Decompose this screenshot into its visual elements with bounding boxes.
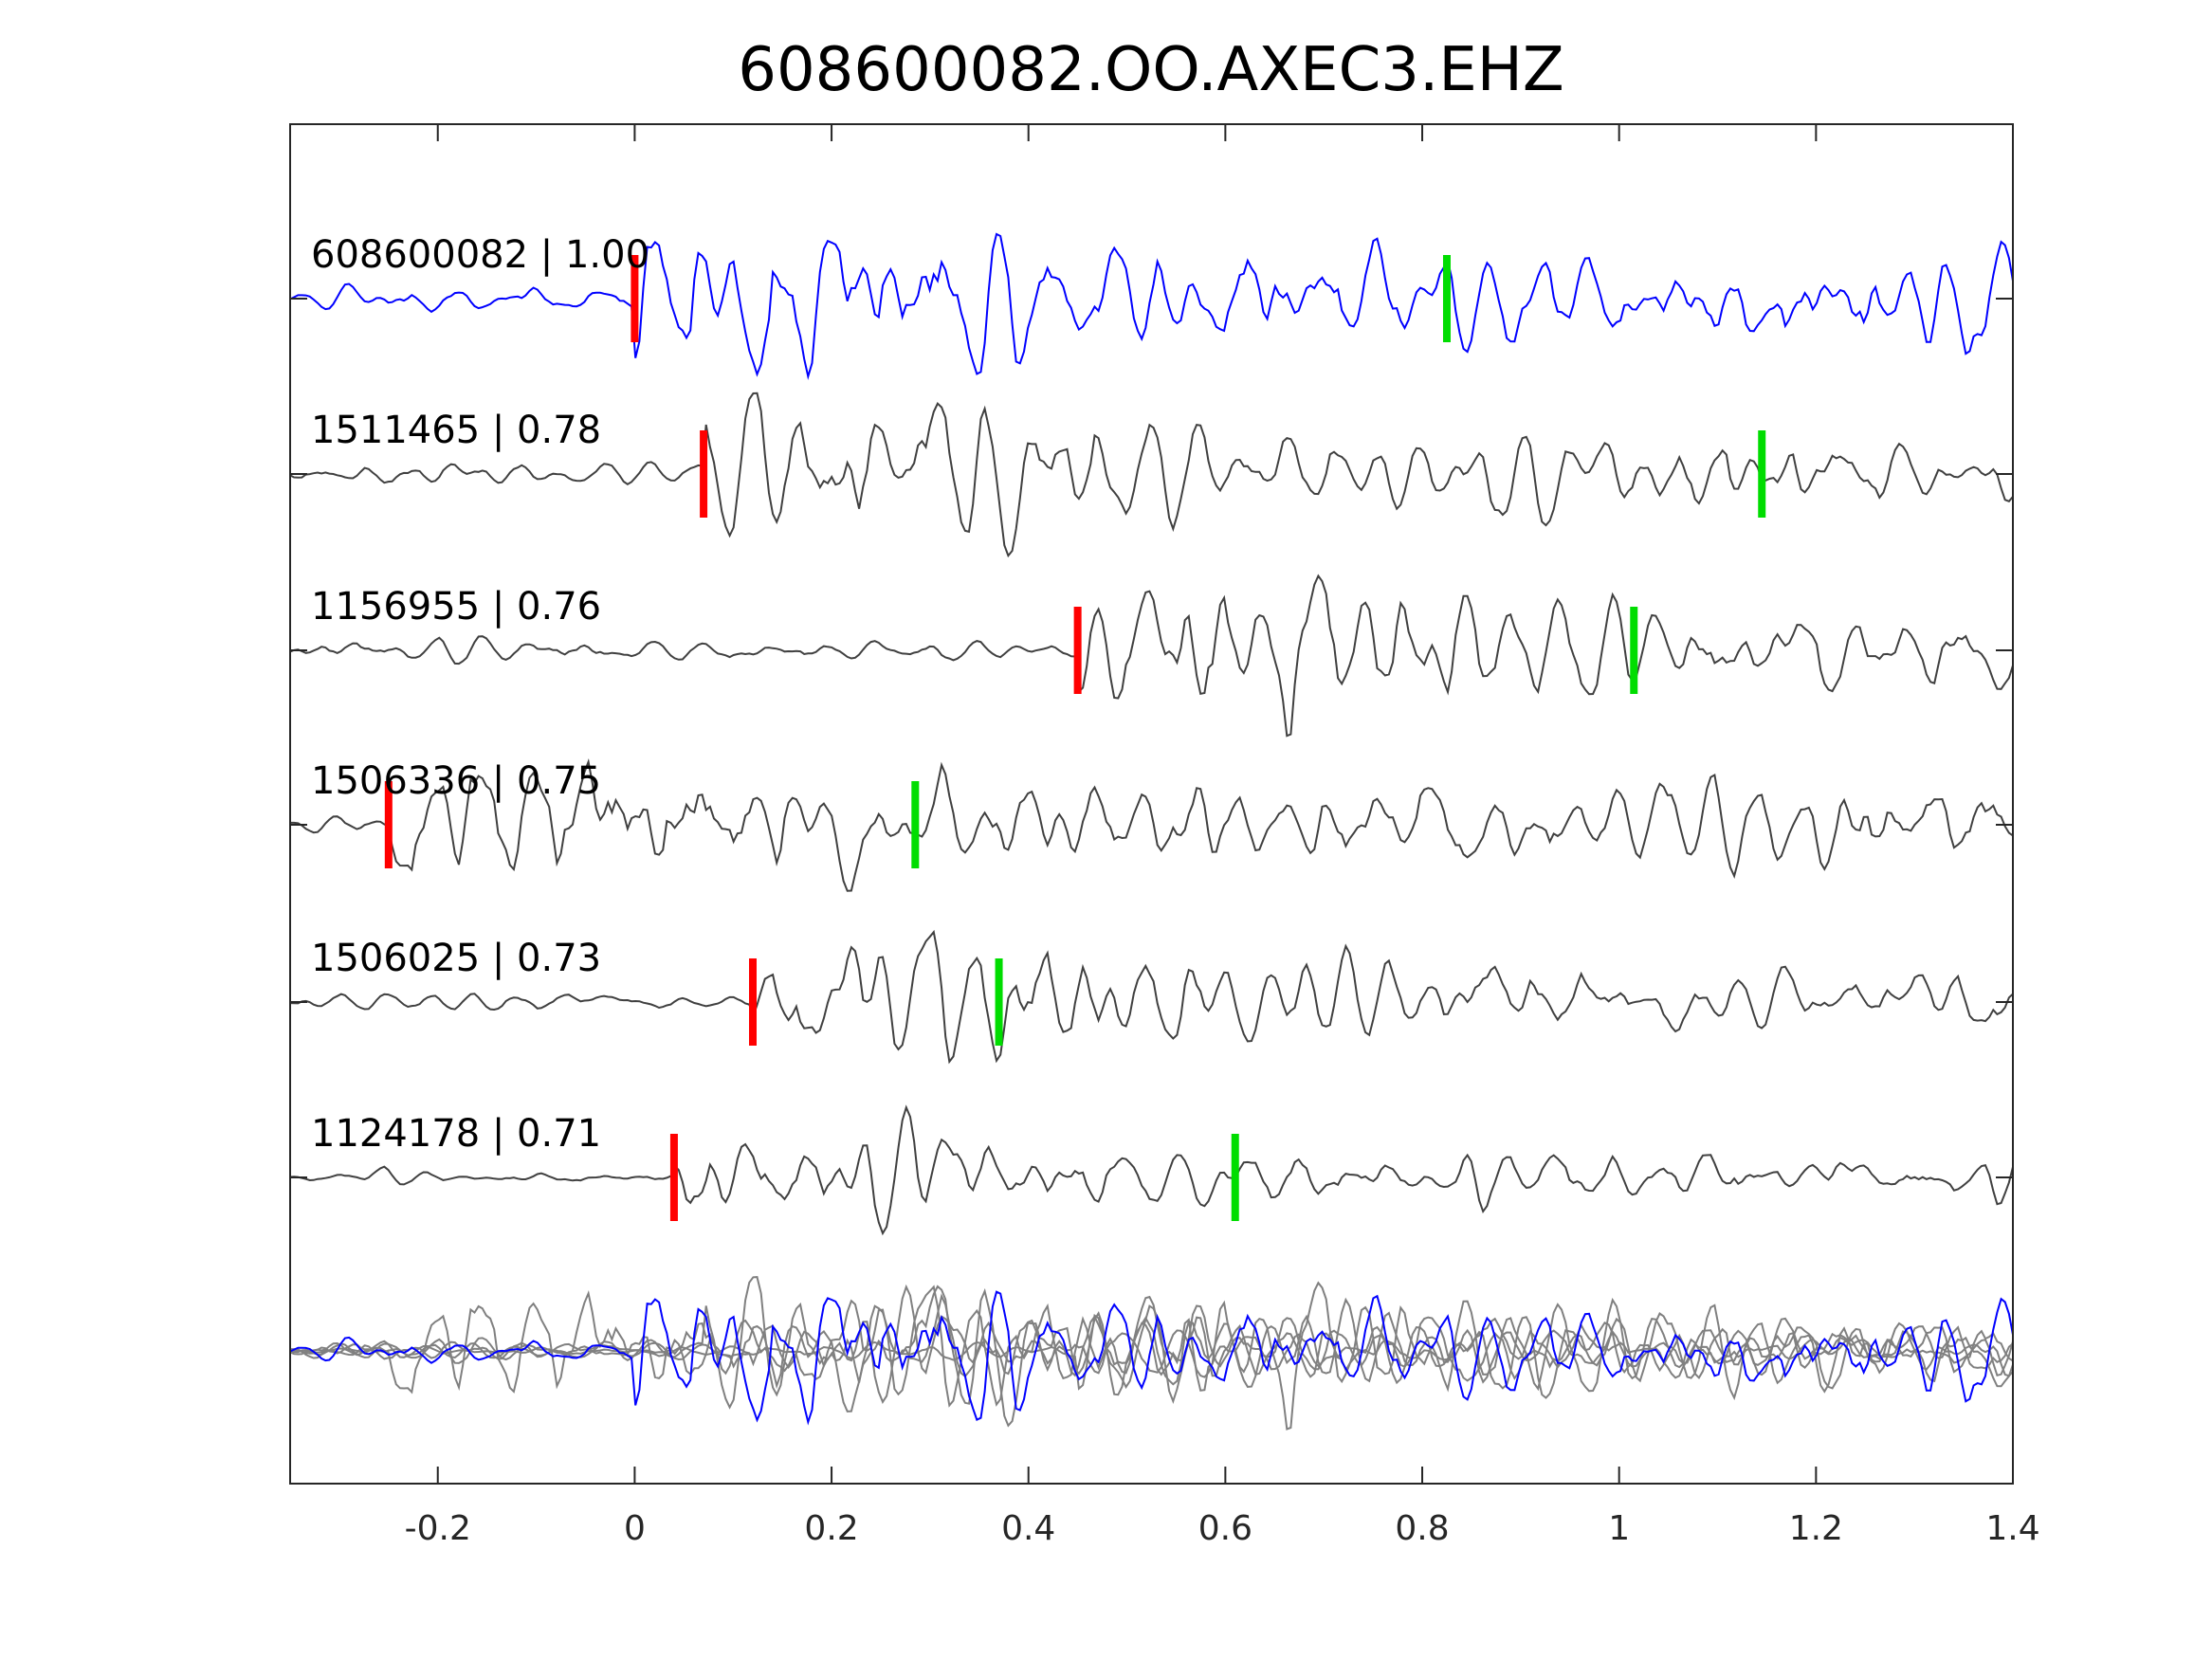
p-pick-1506336 — [384, 781, 393, 868]
trace-label-608600082: 608600082 | 1.00 — [311, 233, 649, 277]
trace-1506025 — [289, 929, 2014, 1065]
s-pick-1156955 — [1630, 607, 1638, 694]
trace-label-1506336: 1506336 | 0.75 — [311, 759, 601, 803]
x-tick-label: 1.2 — [1789, 1509, 1843, 1548]
trace-608600082 — [289, 232, 2014, 380]
p-pick-608600082 — [631, 255, 639, 342]
phase-picks — [384, 255, 1766, 1221]
x-tick-label: 1.4 — [1985, 1509, 2039, 1548]
trace-1124178 — [289, 1104, 2014, 1236]
trace-1506336 — [290, 757, 2014, 892]
x-tick-label: -0.2 — [405, 1509, 471, 1548]
trace-label-1511465: 1511465 | 0.78 — [311, 409, 601, 452]
x-axis-ticks: -0.2 0 0.2 0.4 0.6 0.8 1 1.2 1.4 — [405, 124, 2040, 1548]
p-pick-1511465 — [700, 430, 708, 518]
trace-label-1506025: 1506025 | 0.73 — [311, 937, 601, 980]
chart-title: 608600082.OO.AXEC3.EHZ — [738, 35, 1564, 105]
trace-1156955 — [289, 574, 2014, 738]
p-pick-1506025 — [748, 958, 757, 1046]
overlay-trace-1156955 — [289, 1281, 2014, 1431]
x-tick-label: 0.8 — [1395, 1509, 1449, 1548]
overlay-trace-1506336 — [290, 1289, 2014, 1413]
s-pick-1124178 — [1231, 1134, 1239, 1221]
trace-stack — [289, 232, 2014, 1236]
p-pick-1156955 — [1073, 607, 1082, 694]
overlay-stack — [289, 1276, 2014, 1431]
x-tick-label: 0 — [624, 1509, 646, 1548]
s-pick-608600082 — [1442, 255, 1451, 342]
plot-frame — [289, 123, 2014, 1485]
x-tick-label: 0.4 — [1001, 1509, 1055, 1548]
s-pick-1511465 — [1758, 430, 1766, 518]
overlay-trace-1124178 — [289, 1284, 2014, 1404]
trace-1511465 — [289, 392, 2014, 558]
x-tick-label: 0.2 — [804, 1509, 858, 1548]
s-pick-1506025 — [995, 958, 1003, 1046]
p-pick-1124178 — [669, 1134, 678, 1221]
x-tick-label: 0.6 — [1198, 1509, 1252, 1548]
trace-label-1124178: 1124178 | 0.71 — [311, 1112, 601, 1156]
trace-labels: 608600082 | 1.00 1511465 | 0.78 1156955 | … — [311, 233, 649, 1156]
overlay-trace-608600082 — [289, 1290, 2014, 1426]
trace-label-1156955: 1156955 | 0.76 — [311, 585, 601, 629]
s-pick-1506336 — [911, 781, 920, 868]
x-tick-label: 1 — [1608, 1509, 1630, 1548]
